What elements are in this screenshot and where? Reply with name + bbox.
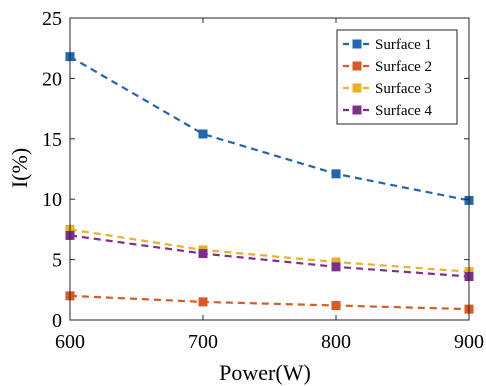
data-point (331, 262, 341, 272)
data-point (331, 301, 341, 311)
axes-box (69, 17, 470, 321)
data-point (331, 257, 341, 267)
legend-marker (352, 61, 362, 71)
x-tick-label: 900 (454, 331, 484, 353)
y-tick-label: 0 (52, 310, 62, 332)
series-line (69, 234, 470, 278)
y-tick-label: 15 (42, 129, 62, 151)
series-line (69, 294, 470, 311)
legend-label: Surface 4 (375, 103, 433, 119)
legend-label: Surface 1 (375, 37, 432, 53)
y-axis-label: I(%) (7, 148, 32, 188)
x-tick-label: 800 (321, 331, 351, 353)
series-line (69, 228, 470, 273)
series-line (69, 55, 470, 202)
legend-marker (352, 39, 362, 49)
legend: Surface 1 Surface 2 Surface 3 Surface 4 (336, 29, 458, 125)
data-point (331, 169, 341, 179)
series-3 (65, 224, 474, 277)
data-point (198, 249, 208, 259)
x-axis-label: Power(W) (219, 360, 311, 385)
legend-marker (352, 83, 362, 93)
y-tick-label: 20 (42, 68, 62, 90)
y-tick-label: 5 (52, 250, 62, 272)
y-tick-label: 25 (42, 8, 62, 30)
series-2 (65, 291, 474, 314)
x-tick-label: 700 (188, 331, 218, 353)
series-4 (65, 230, 474, 282)
legend-label: Surface 2 (375, 59, 432, 75)
data-point (198, 129, 208, 139)
legend-label: Surface 3 (375, 81, 432, 97)
data-point (198, 297, 208, 307)
legend-marker (352, 105, 362, 115)
y-tick-label: 10 (42, 189, 62, 211)
x-tick-label: 600 (55, 331, 85, 353)
axes: 600 700 800 900 0 5 10 15 20 25 (42, 8, 484, 353)
